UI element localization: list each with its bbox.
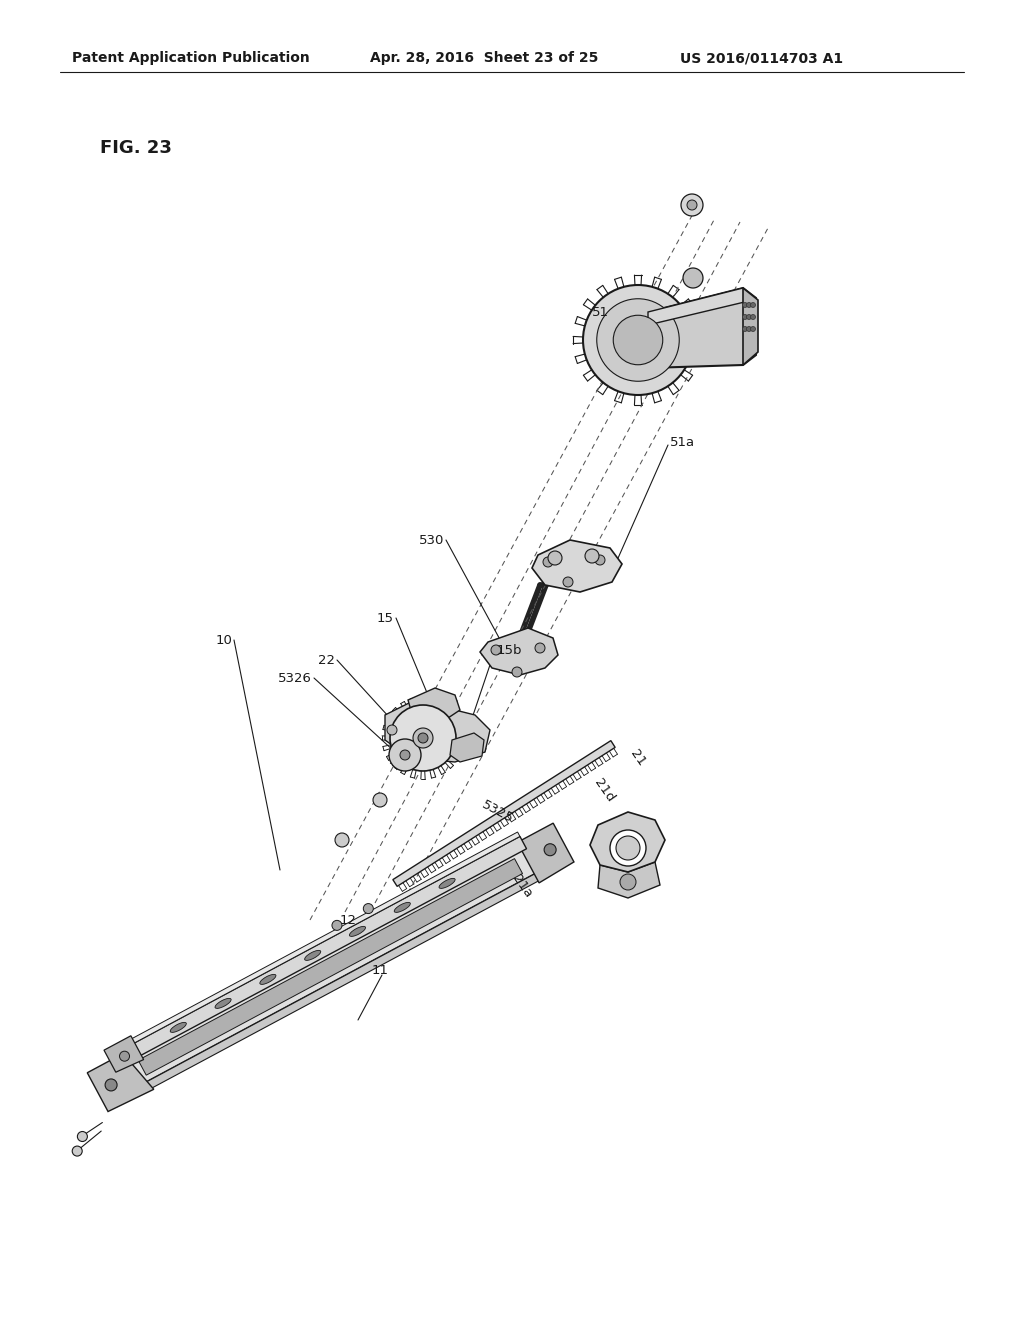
Ellipse shape [170,1023,186,1032]
Polygon shape [100,836,561,1100]
Circle shape [389,739,421,771]
Circle shape [465,741,475,750]
Polygon shape [480,628,558,675]
Polygon shape [408,688,460,718]
Circle shape [746,326,752,331]
Polygon shape [87,1053,154,1111]
Circle shape [742,314,748,319]
Text: 21: 21 [628,747,648,768]
Circle shape [490,645,501,655]
Polygon shape [590,812,665,873]
Circle shape [620,874,636,890]
Text: FIG. 23: FIG. 23 [100,139,172,157]
Text: 5326: 5326 [279,672,312,685]
Circle shape [742,326,748,331]
Circle shape [751,314,756,319]
Circle shape [373,793,387,807]
Polygon shape [648,288,756,368]
Circle shape [390,705,456,771]
Circle shape [73,1146,82,1156]
Text: Apr. 28, 2016  Sheet 23 of 25: Apr. 28, 2016 Sheet 23 of 25 [370,51,598,65]
Circle shape [583,285,693,395]
Circle shape [544,843,556,855]
Circle shape [512,667,522,677]
Circle shape [548,550,562,565]
Text: US 2016/0114703 A1: US 2016/0114703 A1 [680,51,843,65]
Circle shape [120,1051,129,1061]
Circle shape [746,302,752,308]
Circle shape [335,833,349,847]
Polygon shape [114,859,565,1106]
Text: 5325: 5325 [480,799,516,826]
Text: Patent Application Publication: Patent Application Publication [72,51,309,65]
Text: 10: 10 [215,634,232,647]
Text: 11: 11 [372,964,388,977]
Ellipse shape [260,974,275,985]
Text: 22: 22 [318,653,335,667]
Circle shape [364,904,374,913]
Circle shape [610,830,646,866]
Ellipse shape [349,927,366,936]
Circle shape [751,326,756,331]
Circle shape [681,194,703,216]
Circle shape [105,1078,117,1090]
Polygon shape [648,288,753,325]
Polygon shape [104,1036,143,1072]
Ellipse shape [215,998,231,1008]
Text: 15b: 15b [497,644,522,656]
Polygon shape [598,862,660,898]
Text: 12: 12 [340,913,356,927]
Text: 51a: 51a [670,437,695,450]
Ellipse shape [304,950,321,961]
Polygon shape [97,830,548,1074]
Polygon shape [450,733,484,762]
Polygon shape [385,700,490,762]
Circle shape [387,725,397,735]
Circle shape [616,836,640,861]
Circle shape [418,733,428,743]
Circle shape [595,554,605,565]
Circle shape [332,920,342,931]
Text: 530: 530 [419,533,444,546]
Circle shape [585,549,599,564]
Text: 21a: 21a [510,873,536,900]
Circle shape [400,750,410,760]
Circle shape [742,302,748,308]
Ellipse shape [439,878,455,888]
Circle shape [563,577,573,587]
Polygon shape [743,288,758,366]
Polygon shape [393,741,615,886]
Circle shape [597,298,679,381]
Polygon shape [532,540,622,591]
Text: 51: 51 [592,306,609,319]
Text: 21d: 21d [592,776,617,804]
Polygon shape [115,832,520,1052]
Circle shape [687,201,697,210]
Polygon shape [517,824,574,883]
Circle shape [535,643,545,653]
Circle shape [613,315,663,364]
Ellipse shape [394,903,411,912]
Circle shape [543,557,553,568]
Polygon shape [138,858,522,1076]
Circle shape [683,268,703,288]
Text: 15: 15 [377,611,394,624]
Circle shape [78,1131,87,1142]
Polygon shape [117,837,526,1065]
Circle shape [413,729,433,748]
Circle shape [751,302,756,308]
Circle shape [746,314,752,319]
